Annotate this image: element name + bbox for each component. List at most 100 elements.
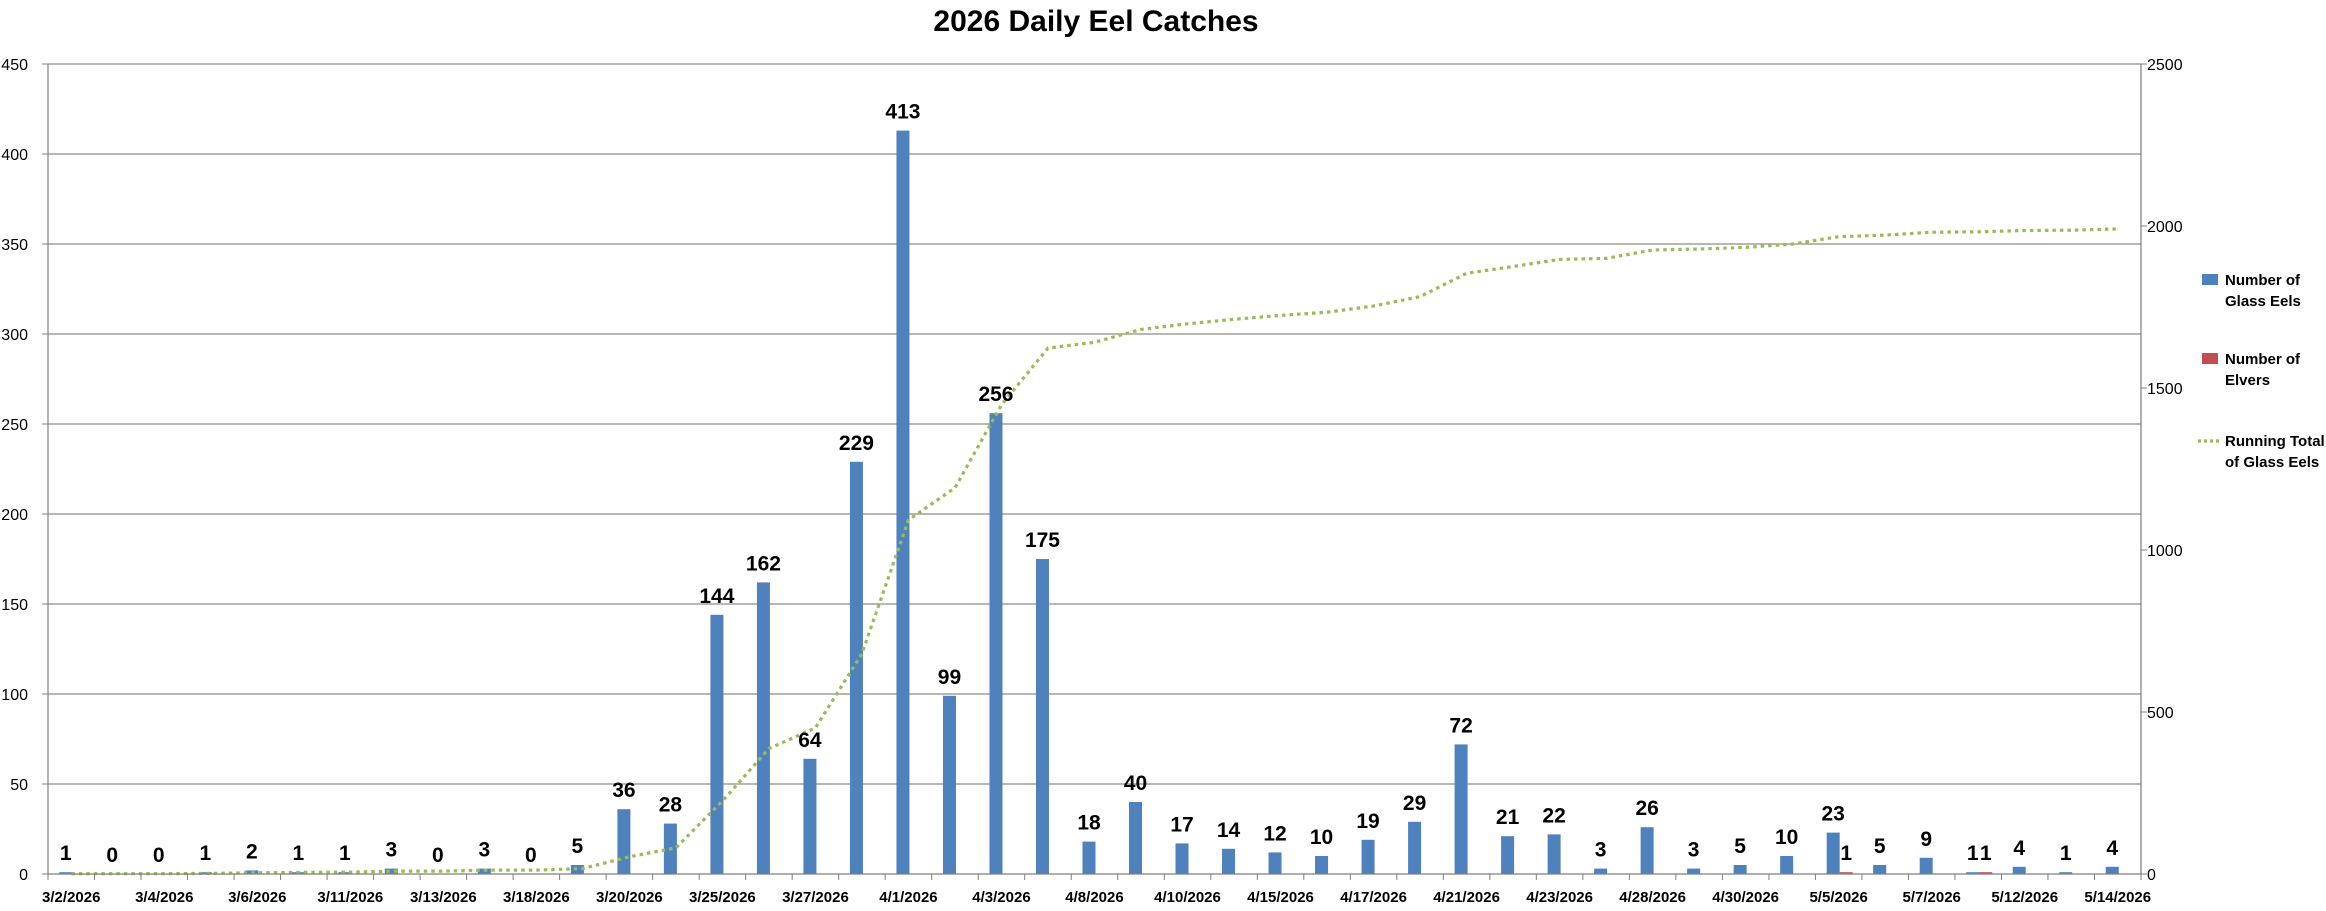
glass-eel-bar <box>384 868 398 874</box>
glass-eel-data-label: 175 <box>1025 529 1060 552</box>
grid-layer <box>48 63 2141 785</box>
x-tick-label: 4/30/2026 <box>1712 889 1779 906</box>
glass-eel-data-label: 26 <box>1635 797 1658 820</box>
legend-label-line2: Glass Eels <box>2225 293 2301 310</box>
glass-eel-bar <box>1361 839 1375 874</box>
x-tick-label: 4/3/2026 <box>972 889 1030 906</box>
glass-eel-data-label: 36 <box>612 779 635 802</box>
glass-eel-data-label: 5 <box>1874 835 1886 858</box>
glass-eel-data-label: 14 <box>1217 819 1241 842</box>
glass-eel-bar <box>1129 802 1143 874</box>
glass-eel-data-label: 0 <box>525 844 537 867</box>
glass-eel-data-label: 28 <box>659 794 683 817</box>
left-tick-label: 250 <box>1 417 28 434</box>
legend-item: Number of Elvers <box>2202 351 2301 389</box>
glass-eel-data-label: 4 <box>2106 837 2118 860</box>
glass-eel-bar <box>710 614 724 874</box>
glass-eel-data-label: 2 <box>246 840 258 863</box>
left-tick-label: 150 <box>1 597 28 614</box>
right-tick-label: 1000 <box>2147 543 2183 560</box>
glass-eel-data-label: 23 <box>1821 803 1844 826</box>
glass-eel-bar <box>2059 872 2073 874</box>
glass-eel-bar <box>1454 744 1468 874</box>
left-tick-label: 50 <box>10 777 28 794</box>
left-axis: 0 50 100 150 200 250 300 350 400 450 <box>1 57 49 884</box>
labels-layer: 1 0 0 1 2 1 1 3 0 3 0 53628144162642294139925617518… <box>60 101 2118 867</box>
glass-eel-data-label: 10 <box>1310 826 1333 849</box>
right-tick-label: 2000 <box>2147 219 2183 236</box>
glass-eel-data-label: 1 <box>199 842 211 865</box>
glass-eel-data-label: 72 <box>1449 714 1472 737</box>
x-tick-label: 4/28/2026 <box>1619 889 1686 906</box>
chart-title: 2026 Daily Eel Catches <box>933 5 1258 38</box>
glass-eel-data-label: 144 <box>699 585 734 608</box>
legend-label-line1: Number of <box>2225 272 2301 289</box>
glass-eel-bar <box>617 809 631 874</box>
glass-eel-bar <box>1268 852 1282 874</box>
glass-eel-bar <box>1733 865 1747 874</box>
running-total-line <box>71 227 2118 876</box>
glass-eel-data-label: 17 <box>1170 813 1193 836</box>
glass-eel-bar <box>1826 832 1840 874</box>
legend-label-line1: Number of <box>2225 351 2301 368</box>
glass-eel-data-label: 162 <box>746 552 781 575</box>
glass-eel-data-label: 3 <box>479 839 491 862</box>
x-tick-label: 3/27/2026 <box>782 889 849 906</box>
glass-eel-data-label: 1 <box>2060 842 2072 865</box>
right-tick-label: 1500 <box>2147 381 2183 398</box>
glass-eel-data-label: 1 <box>1967 842 1979 865</box>
glass-eel-bar <box>2012 866 2026 874</box>
left-tick-label: 400 <box>1 147 28 164</box>
left-tick-label: 300 <box>1 327 28 344</box>
right-tick-label: 0 <box>2147 867 2156 884</box>
glass-eel-bar <box>1780 856 1794 874</box>
legend-item: Running Total of Glass Eels <box>2198 433 2325 471</box>
glass-eel-data-label: 1 <box>292 842 304 865</box>
glass-eel-bar <box>1175 843 1189 874</box>
glass-eel-data-label: 413 <box>885 101 920 124</box>
glass-eel-data-label: 1 <box>60 842 72 865</box>
glass-eel-data-label: 3 <box>385 839 397 862</box>
x-tick-label: 3/13/2026 <box>410 889 477 906</box>
right-tick-label: 2500 <box>2147 57 2183 74</box>
glass-eel-data-label: 19 <box>1356 810 1379 833</box>
glass-eel-bar <box>1547 834 1561 874</box>
glass-eel-data-label: 5 <box>572 835 584 858</box>
line-layer <box>71 227 2118 876</box>
x-tick-label: 4/17/2026 <box>1340 889 1407 906</box>
glass-eel-data-label: 99 <box>938 666 961 689</box>
x-tick-label: 3/18/2026 <box>503 889 570 906</box>
glass-eel-data-label: 21 <box>1496 806 1520 829</box>
right-tick-label: 500 <box>2147 705 2174 722</box>
glass-eel-bar <box>942 695 956 874</box>
glass-eel-bar <box>1408 821 1422 874</box>
glass-eel-data-label: 9 <box>1920 828 1932 851</box>
x-tick-label: 5/14/2026 <box>2084 889 2151 906</box>
legend-swatch <box>2202 274 2218 285</box>
left-tick-label: 200 <box>1 507 28 524</box>
glass-eel-data-label: 3 <box>1688 839 1700 862</box>
x-tick-label: 4/10/2026 <box>1154 889 1221 906</box>
x-tick-label: 3/20/2026 <box>596 889 663 906</box>
glass-eel-data-label: 5 <box>1734 835 1746 858</box>
left-tick-label: 100 <box>1 687 28 704</box>
x-tick-label: 3/6/2026 <box>228 889 286 906</box>
glass-eel-data-label: 0 <box>432 844 444 867</box>
glass-eel-bar <box>59 872 73 874</box>
right-axis: 0 500 1000 1500 2000 2500 <box>2140 57 2183 884</box>
left-tick-label: 0 <box>19 867 28 884</box>
x-tick-label: 5/12/2026 <box>1991 889 2058 906</box>
elver-data-label: 1 <box>1840 842 1852 865</box>
legend: Number of Glass Eels Number of Elvers Runnin… <box>2198 272 2325 471</box>
glass-eel-data-label: 3 <box>1595 839 1607 862</box>
glass-eel-bar <box>896 130 910 875</box>
x-tick-label: 3/2/2026 <box>42 889 100 906</box>
x-axis: 3/2/2026 3/4/2026 3/6/2026 3/11/2026 3/13/20… <box>42 873 2151 906</box>
legend-label-line2: of Glass Eels <box>2225 454 2319 471</box>
glass-eel-bar <box>1873 865 1887 874</box>
x-tick-label: 4/23/2026 <box>1526 889 1593 906</box>
left-tick-label: 350 <box>1 237 28 254</box>
x-tick-label: 4/15/2026 <box>1247 889 1314 906</box>
